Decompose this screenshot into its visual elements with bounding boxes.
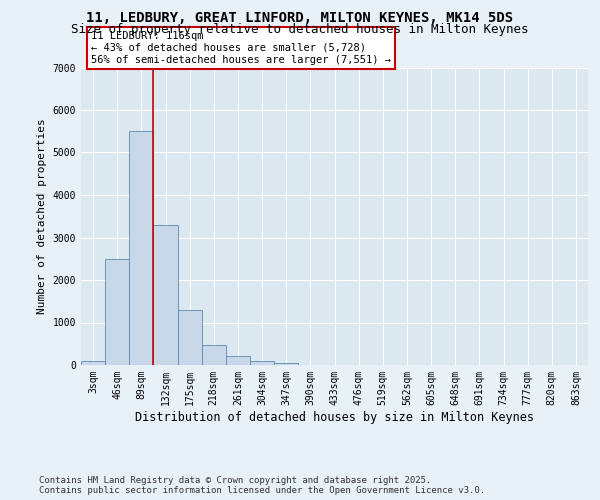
Bar: [226, 356, 250, 365]
Bar: [129, 131, 154, 365]
Text: 11, LEDBURY, GREAT LINFORD, MILTON KEYNES, MK14 5DS: 11, LEDBURY, GREAT LINFORD, MILTON KEYNE…: [86, 10, 514, 24]
Bar: [202, 344, 226, 365]
Text: 11 LEDBURY: 116sqm
← 43% of detached houses are smaller (5,728)
56% of semi-deta: 11 LEDBURY: 116sqm ← 43% of detached hou…: [91, 32, 391, 64]
Text: Contains HM Land Registry data © Crown copyright and database right 2025.
Contai: Contains HM Land Registry data © Crown c…: [39, 476, 485, 495]
Bar: [178, 310, 202, 365]
Y-axis label: Number of detached properties: Number of detached properties: [37, 118, 47, 314]
Bar: [81, 361, 105, 365]
Bar: [250, 361, 274, 365]
Bar: [274, 362, 298, 365]
Bar: [105, 259, 129, 365]
Text: Size of property relative to detached houses in Milton Keynes: Size of property relative to detached ho…: [71, 24, 529, 36]
X-axis label: Distribution of detached houses by size in Milton Keynes: Distribution of detached houses by size …: [135, 410, 534, 424]
Bar: [154, 225, 178, 365]
